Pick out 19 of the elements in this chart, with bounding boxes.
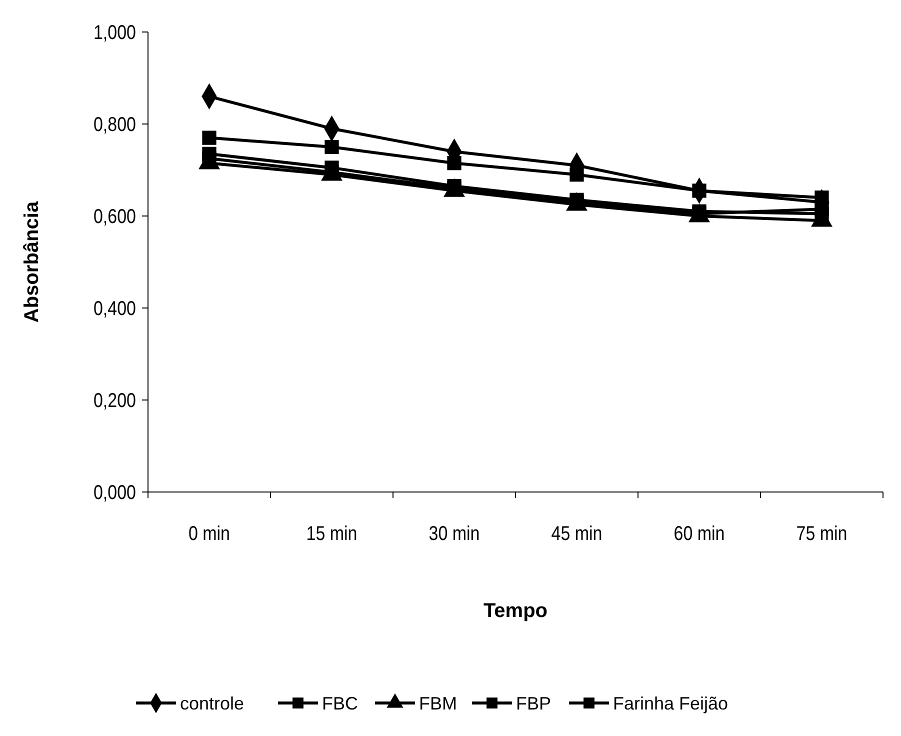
legend-label: FBP — [516, 693, 552, 714]
x-axis-title: Tempo — [483, 600, 548, 622]
legend-label: controle — [180, 693, 244, 714]
y-tick-label: 1,000 — [93, 20, 136, 44]
y-tick-label: 0,200 — [93, 388, 136, 412]
legend-label: FBM — [419, 693, 457, 714]
x-tick-label: 15 min — [306, 522, 358, 544]
y-tick-label: 0,000 — [93, 480, 136, 504]
y-tick-label: 0,600 — [93, 204, 136, 228]
legend-label: Farinha Feijão — [613, 693, 728, 714]
y-tick-label: 0,800 — [93, 112, 136, 136]
y-axis-title: Absorbância — [21, 200, 43, 323]
x-tick-label: 0 min — [188, 522, 230, 544]
y-tick-label: 0,400 — [93, 296, 136, 320]
x-tick-label: 30 min — [428, 522, 480, 544]
legend-label: FBC — [322, 693, 358, 714]
x-tick-label: 60 min — [674, 522, 725, 544]
x-tick-label: 75 min — [796, 522, 848, 544]
x-tick-label: 45 min — [551, 522, 602, 544]
